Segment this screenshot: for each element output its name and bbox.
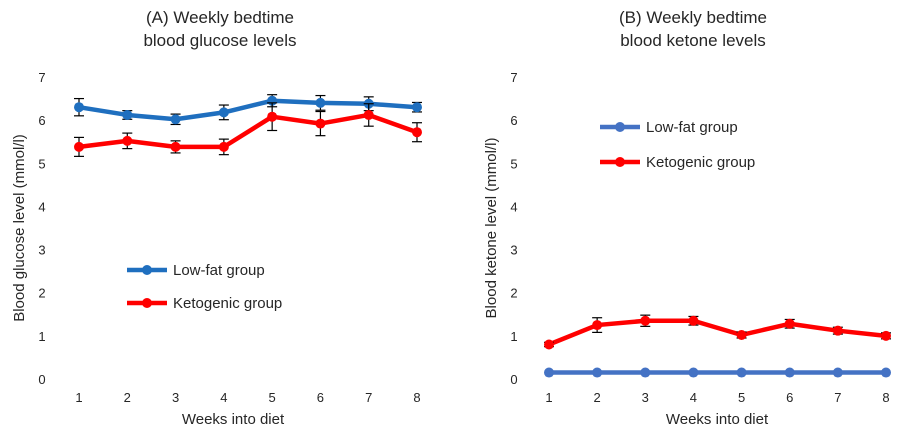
chart-a-ytick-label: 6 xyxy=(38,113,45,128)
chart-a-ytick-label: 2 xyxy=(38,286,45,301)
chart-a-ytick-label: 7 xyxy=(38,70,45,85)
chart-b-data-point xyxy=(833,368,843,378)
chart-a-data-point xyxy=(171,142,181,152)
chart-b-data-point xyxy=(881,368,891,378)
chart-a-data-point xyxy=(74,142,84,152)
chart-a-legend-label-1: Low-fat group xyxy=(173,262,265,279)
chart-b-title-line-1: (B) Weekly bedtime xyxy=(619,8,767,27)
chart-b-ytick-label: 4 xyxy=(510,199,517,214)
chart-a-data-point xyxy=(219,142,229,152)
chart-b-xtick-label: 1 xyxy=(545,390,552,405)
chart-b-xtick-label: 6 xyxy=(786,390,793,405)
chart-a-legend-marker-2 xyxy=(142,298,152,308)
chart-a-xlabel: Weeks into diet xyxy=(182,411,285,428)
chart-a-data-point xyxy=(315,119,325,129)
chart-a-data-point xyxy=(315,98,325,108)
chart-a-xtick-label: 7 xyxy=(365,390,372,405)
chart-b-xtick-label: 5 xyxy=(738,390,745,405)
chart-a-data-point xyxy=(74,102,84,112)
chart-a-title-line-1: (A) Weekly bedtime xyxy=(146,8,294,27)
chart-b-data-point xyxy=(640,316,650,326)
chart-b-data-point xyxy=(592,320,602,330)
chart-b-ytick-label: 0 xyxy=(510,372,517,387)
chart-b-data-point xyxy=(544,368,554,378)
chart-a-xtick-label: 1 xyxy=(75,390,82,405)
chart-a-xtick-label: 4 xyxy=(220,390,227,405)
chart-b-data-point xyxy=(640,368,650,378)
chart-a-ytick-label: 4 xyxy=(38,199,45,214)
chart-b-data-point xyxy=(833,326,843,336)
chart-b-ytick-label: 5 xyxy=(510,156,517,171)
chart-a-data-point xyxy=(219,107,229,117)
chart-a-title-line-2: blood glucose levels xyxy=(143,31,296,50)
chart-a-ytick-label: 0 xyxy=(38,372,45,387)
chart-a-xtick-label: 2 xyxy=(124,390,131,405)
chart-b-ytick-label: 6 xyxy=(510,113,517,128)
chart-b-ytick-label: 1 xyxy=(510,329,517,344)
chart-b-xtick-label: 3 xyxy=(642,390,649,405)
chart-b-xtick-label: 7 xyxy=(834,390,841,405)
chart-a-plot: 0 1 2 3 4 5 6 7 1 2 3 4 5 6 7 8 Low-fat group Ketogenic g… xyxy=(38,70,422,405)
chart-b-data-point xyxy=(688,316,698,326)
chart-b-xtick-label: 2 xyxy=(594,390,601,405)
chart-b-legend-label-2: Ketogenic group xyxy=(646,154,755,171)
chart-a-data-point xyxy=(364,110,374,120)
chart-b-title-line-2: blood ketone levels xyxy=(620,31,766,50)
chart-b-data-point xyxy=(688,368,698,378)
chart-b-ylabel: Blood ketone level (mmol/l) xyxy=(483,138,500,319)
chart-a-data-point xyxy=(412,127,422,137)
chart-a-xtick-label: 5 xyxy=(269,390,276,405)
chart-a-legend-marker-1 xyxy=(142,265,152,275)
chart-b-data-point xyxy=(544,339,554,349)
chart-b-data-point xyxy=(737,330,747,340)
chart-b-data-point xyxy=(592,368,602,378)
chart-b-legend-label-1: Low-fat group xyxy=(646,119,738,136)
chart-b-data-point xyxy=(737,368,747,378)
chart-b-xtick-label: 4 xyxy=(690,390,697,405)
chart-b-ytick-label: 7 xyxy=(510,70,517,85)
chart-a-xtick-label: 3 xyxy=(172,390,179,405)
chart-b-data-point xyxy=(785,368,795,378)
chart-b-legend-marker-1 xyxy=(615,122,625,132)
chart-a-ylabel: Blood glucose level (mmol/l) xyxy=(11,134,28,322)
chart-a-xtick-label: 8 xyxy=(413,390,420,405)
chart-a-ytick-label: 3 xyxy=(38,243,45,258)
chart-b-ytick-label: 3 xyxy=(510,243,517,258)
chart-b-xlabel: Weeks into diet xyxy=(666,411,769,428)
chart-a-data-point xyxy=(122,110,132,120)
chart-a-data-point xyxy=(267,112,277,122)
chart-a-ytick-label: 1 xyxy=(38,329,45,344)
chart-a-data-point xyxy=(412,102,422,112)
chart-b-data-point xyxy=(881,331,891,341)
chart-b-data-point xyxy=(785,319,795,329)
chart-a-legend-label-2: Ketogenic group xyxy=(173,295,282,312)
chart-a-data-point xyxy=(171,114,181,124)
chart-b-ytick-label: 2 xyxy=(510,286,517,301)
chart-b-plot: 0 1 2 3 4 5 6 7 1 2 3 4 5 6 7 8 Low-fat group Ketogenic g… xyxy=(510,70,891,405)
chart-a-data-point xyxy=(122,136,132,146)
chart-b-xtick-label: 8 xyxy=(882,390,889,405)
chart-a-xtick-label: 6 xyxy=(317,390,324,405)
chart-b-legend-marker-2 xyxy=(615,157,625,167)
chart-a-ytick-label: 5 xyxy=(38,156,45,171)
